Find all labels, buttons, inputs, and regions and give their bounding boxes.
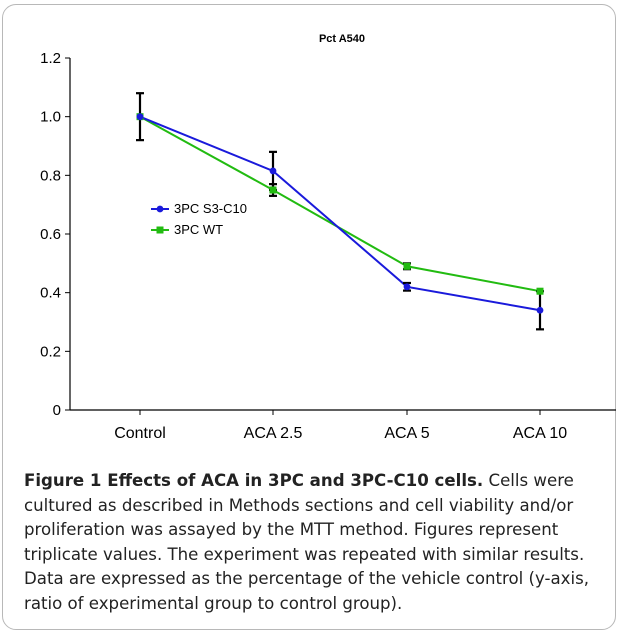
legend-label-2: 3PC WT — [174, 222, 223, 237]
figure-caption: Figure 1 Effects of ACA in 3PC and 3PC-C… — [24, 469, 604, 616]
line-chart: Pct A540 0 0.2 0.4 0.6 0.8 1.0 1.2 Control ACA … — [40, 33, 616, 442]
y-tick-label: 1.2 — [40, 50, 61, 67]
y-tick-label: 1.0 — [40, 109, 61, 126]
series-1 — [139, 115, 541, 312]
data-point — [536, 306, 544, 314]
data-point — [403, 262, 411, 270]
markers-1 — [136, 113, 544, 314]
chart-title: Pct A540 — [319, 33, 365, 45]
series-line-1 — [139, 115, 541, 312]
legend-item-1: 3PC S3-C10 — [151, 201, 247, 216]
y-ticks: 0 0.2 0.4 0.6 0.8 1.0 1.2 — [40, 50, 70, 419]
data-point — [536, 287, 544, 295]
figure-panel — [2, 4, 616, 630]
caption-title: Figure 1 Effects of ACA in 3PC and 3PC-C… — [24, 471, 484, 490]
y-tick-label: 0.4 — [40, 285, 61, 302]
series-layer — [136, 92, 544, 331]
data-point — [269, 167, 277, 175]
legend-marker-2 — [156, 226, 164, 234]
x-ticks: Control ACA 2.5 ACA 5 ACA 10 — [114, 410, 567, 442]
x-tick-label: ACA 10 — [513, 425, 567, 442]
legend-label-1: 3PC S3-C10 — [174, 201, 247, 216]
x-tick-label: Control — [114, 425, 166, 442]
x-tick-label: ACA 5 — [384, 425, 429, 442]
legend-marker-1 — [156, 205, 164, 213]
y-tick-label: 0.2 — [40, 343, 61, 360]
legend: 3PC S3-C10 3PC WT — [151, 201, 247, 237]
data-point — [403, 283, 411, 291]
y-tick-label: 0 — [53, 402, 61, 419]
data-point — [136, 113, 144, 121]
y-tick-label: 0.8 — [40, 167, 61, 184]
caption-body: Cells were cultured as described in Meth… — [24, 471, 590, 613]
x-tick-label: ACA 2.5 — [244, 425, 303, 442]
legend-item-2: 3PC WT — [151, 222, 223, 237]
data-point — [269, 186, 277, 194]
y-tick-label: 0.6 — [40, 226, 61, 243]
